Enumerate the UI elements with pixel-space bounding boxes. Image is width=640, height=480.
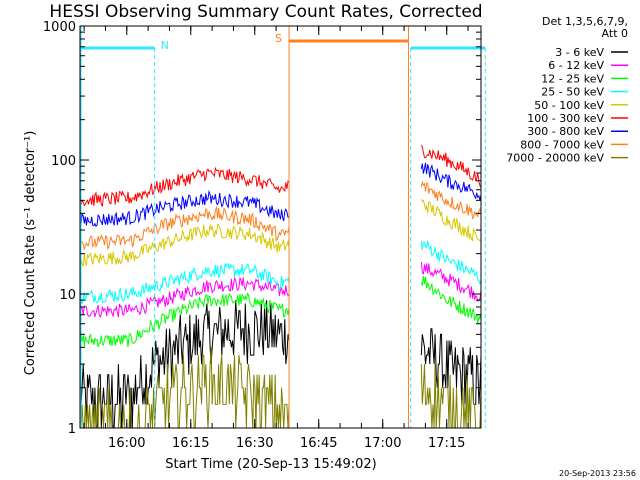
chart-title: HESSI Observing Summary Count Rates, Cor… [49,2,482,22]
y-tick-label-1: 10 [59,288,76,303]
series-trace-12-25-kev-0 [79,292,290,348]
legend-label-5: 100 - 300 keV [527,112,604,125]
plot-timestamp: 20-Sep-2013 23:56 [559,469,636,478]
y-tick-label-2: 100 [51,154,76,169]
series-trace-6-12-kev-1 [420,261,482,302]
flag-label-S: S [275,32,282,45]
series-trace-800-7000-kev-0 [79,205,290,250]
axes: 1 10 100 1000 16:00 16:15 16:30 16:45 17:00 17:15 [43,20,482,451]
series-trace-6-12-kev-0 [79,276,290,319]
y-tick-label-0: 1 [68,422,76,437]
series-trace-50-100-kev-1 [420,198,482,242]
legend-header-detectors: Det 1,3,5,6,7,9, [542,15,628,28]
x-tick-label-4: 17:00 [364,436,401,451]
series-trace-300-800-kev-1 [420,162,482,201]
x-tick-label-1: 16:15 [172,436,209,451]
plot-frame [79,25,482,429]
y-tick-label-3: 1000 [43,20,76,35]
legend-label-3: 25 - 50 keV [541,86,604,99]
y-axis-label: Corrected Count Rate (s⁻¹ detector⁻¹) [23,131,38,376]
series-trace-3-6-kev-0 [79,300,290,429]
series-trace-25-50-kev-0 [79,263,290,305]
legend-label-4: 50 - 100 keV [534,99,604,112]
x-tick-label-2: 16:30 [236,436,273,451]
series-trace-25-50-kev-1 [420,240,482,286]
legend-header-attenuator: Att 0 [602,27,628,40]
series-trace-300-800-kev-0 [79,189,290,228]
flag-label-N: N [161,39,169,52]
series-trace-100-300-kev-0 [79,166,290,208]
x-tick-label-3: 16:45 [300,436,337,451]
legend-label-8: 7000 - 20000 keV [506,152,604,165]
x-tick-label-5: 17:15 [428,436,465,451]
x-tick-label-0: 16:00 [108,436,145,451]
plot-area: NS [79,26,486,429]
x-axis-label: Start Time (20-Sep-13 15:49:02) [165,457,376,472]
series-trace-100-300-kev-1 [420,145,482,188]
series-trace-12-25-kev-1 [420,276,482,324]
legend-label-1: 6 - 12 keV [548,59,604,72]
legend-label-2: 12 - 25 keV [541,72,604,85]
legend-label-7: 800 - 7000 keV [520,138,604,151]
series-trace-3-6-kev-1 [420,328,482,405]
series-trace-50-100-kev-0 [79,223,290,267]
series-trace-800-7000-kev-1 [420,180,482,220]
legend-label-6: 300 - 800 keV [527,125,604,138]
legend-label-0: 3 - 6 keV [555,46,604,59]
